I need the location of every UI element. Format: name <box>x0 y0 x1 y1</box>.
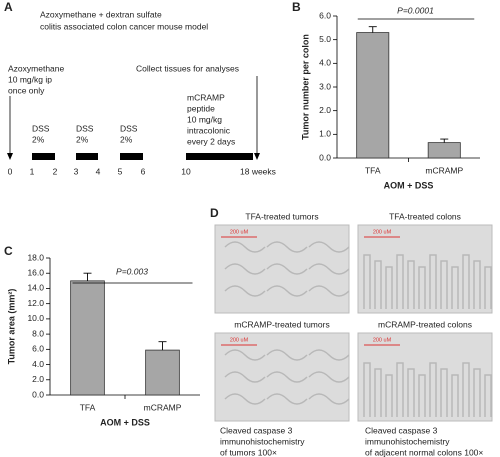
dss-label: 2% <box>76 134 89 144</box>
timeline-label: 0 <box>8 166 13 176</box>
micrograph <box>214 332 350 422</box>
bar <box>356 32 390 159</box>
image-caption: Cleaved caspase 3 <box>365 425 438 435</box>
panel-label: C <box>4 244 13 258</box>
scale-label: 200 uM <box>230 229 249 235</box>
panel-a-title: Azoxymethane + dextran sulfate <box>40 9 162 19</box>
start-note: once only <box>8 85 45 95</box>
panel-a-title: colitis associated colon cancer mouse mo… <box>40 21 208 31</box>
image-caption: of tumors 100× <box>220 447 277 457</box>
x-axis-label: AOM + DSS <box>100 417 150 427</box>
timeline-label: 4 <box>96 166 101 176</box>
image-caption: of adjacent normal colons 100× <box>365 447 483 457</box>
y-tick-label: 0.0 <box>319 152 331 162</box>
scale-label: 200 uM <box>373 337 392 343</box>
y-tick-label: 8.0 <box>32 328 44 338</box>
y-axis-label: Tumor number per colon <box>300 34 310 140</box>
p-value: P=0.003 <box>116 266 148 276</box>
y-tick-label: 16.0 <box>27 267 44 277</box>
peptide-note: mCRAMP <box>187 92 225 102</box>
dss-label: 2% <box>120 134 133 144</box>
dss-label: DSS <box>120 123 138 133</box>
peptide-note: peptide <box>187 103 215 113</box>
error-bar <box>83 272 92 281</box>
timeline-label: 3 <box>74 166 79 176</box>
y-tick-label: 6.0 <box>319 10 331 20</box>
y-tick-label: 12.0 <box>27 298 44 308</box>
tissue-texture <box>363 362 492 417</box>
bar <box>70 280 105 396</box>
x-tick-label: mCRAMP <box>425 165 463 175</box>
timeline-arrows <box>7 76 260 160</box>
image-title: TFA-treated colons <box>389 211 461 221</box>
panel-label: B <box>292 0 301 14</box>
start-note: 10 mg/kg ip <box>8 74 52 84</box>
y-tick-label: 5.0 <box>319 34 331 44</box>
timeline-label: 2 <box>53 166 58 176</box>
bar <box>427 142 461 159</box>
image-title: mCRAMP-treated tumors <box>234 319 329 329</box>
y-tick-label: 2.0 <box>32 374 44 384</box>
timeline-label: 18 weeks <box>240 166 276 176</box>
dss-label: 2% <box>32 134 45 144</box>
image-caption: immunohistochemistry <box>365 436 450 446</box>
y-tick-label: 4.0 <box>319 58 331 68</box>
x-tick-label: TFA <box>365 165 381 175</box>
timeline-label: 6 <box>141 166 146 176</box>
scale-label: 200 uM <box>373 229 392 235</box>
y-tick-label: 2.0 <box>319 105 331 115</box>
y-tick-label: 10.0 <box>27 313 44 323</box>
scale-label: 200 uM <box>230 337 249 343</box>
image-title: mCRAMP-treated colons <box>378 319 472 329</box>
y-tick-label: 3.0 <box>319 81 331 91</box>
timeline-label: 1 <box>30 166 35 176</box>
y-tick-label: 1.0 <box>319 129 331 139</box>
y-tick-label: 18.0 <box>27 252 44 262</box>
y-tick-label: 0.0 <box>32 389 44 399</box>
image-caption: immunohistochemistry <box>220 436 305 446</box>
panel-label: D <box>210 206 219 220</box>
tissue-texture <box>363 254 492 309</box>
error-bar <box>158 341 167 351</box>
tissue-texture <box>224 241 350 297</box>
image-caption: Cleaved caspase 3 <box>220 425 293 435</box>
image-title: TFA-treated tumors <box>245 211 318 221</box>
bar <box>145 349 180 396</box>
error-bar <box>440 138 449 143</box>
dss-label: DSS <box>32 123 50 133</box>
x-tick-label: mCRAMP <box>144 402 182 412</box>
x-axis-label: AOM + DSS <box>384 180 434 190</box>
y-tick-label: 6.0 <box>32 344 44 354</box>
x-tick-label: TFA <box>80 402 96 412</box>
timeline-label: 5 <box>118 166 123 176</box>
error-bar <box>368 26 377 33</box>
peptide-note: 10 mg/kg <box>187 114 222 124</box>
y-axis-label: Tumor area (mm²) <box>6 289 16 365</box>
y-tick-label: 14.0 <box>27 283 44 293</box>
peptide-note: intracolonic <box>187 125 231 135</box>
start-note: Azoxymethane <box>8 63 64 73</box>
tissue-texture <box>224 349 350 405</box>
end-note: Collect tissues for analyses <box>136 63 239 73</box>
treatment-bars <box>32 153 253 160</box>
panel-label: A <box>4 0 13 14</box>
p-value: P=0.0001 <box>397 5 434 15</box>
peptide-note: every 2 days <box>187 136 235 146</box>
dss-label: DSS <box>76 123 94 133</box>
y-tick-label: 4.0 <box>32 359 44 369</box>
timeline-label: 10 <box>181 166 191 176</box>
